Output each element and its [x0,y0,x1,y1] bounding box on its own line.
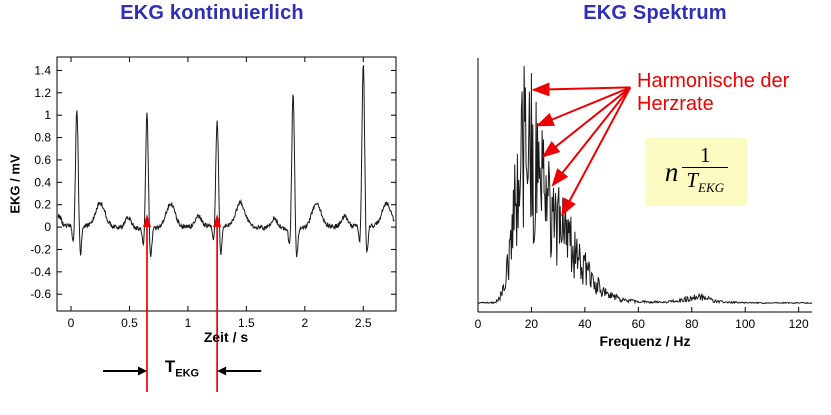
formula-numerator: 1 [700,142,711,167]
formula-den-sub: EKG [698,180,725,196]
svg-text:0.4: 0.4 [34,175,51,189]
harmonic-formula-box: n 1 TEKG [646,138,747,206]
t-ekg-markers [143,214,222,392]
svg-text:0.2: 0.2 [34,198,51,212]
svg-text:80: 80 [685,317,699,331]
t-ekg-main: T [164,357,176,376]
svg-text:0.6: 0.6 [34,153,51,167]
svg-text:2.5: 2.5 [355,316,372,330]
svg-text:1.2: 1.2 [34,86,51,100]
svg-text:0.8: 0.8 [34,131,51,145]
svg-text:120: 120 [789,317,809,331]
svg-text:-0.4: -0.4 [30,265,51,279]
formula-factor: n [664,156,679,187]
svg-text:60: 60 [632,317,646,331]
t-ekg-dimension-arrows [103,366,262,376]
svg-text:0: 0 [475,317,482,331]
right-chart-title: EKG Spektrum [583,2,727,24]
formula-denominator: TEKG [682,166,729,200]
formula-fraction: 1 TEKG [682,142,729,200]
t-ekg-sub: EKG [175,367,200,380]
svg-text:0: 0 [68,316,75,330]
t-ekg-period-label: TEKG [165,357,199,379]
harmonic-arrows [531,82,632,217]
svg-text:-0.2: -0.2 [30,242,51,256]
left-chart-ylabel: EKG / mV [7,154,23,214]
svg-text:40: 40 [578,317,592,331]
svg-text:1.5: 1.5 [238,316,255,330]
svg-text:-0.6: -0.6 [30,287,51,301]
harmonics-annotation: Harmonische der Herzrate [637,70,789,116]
harmonics-line2: Herzrate [637,93,714,115]
svg-text:1.4: 1.4 [34,63,51,77]
harmonics-line1: Harmonische der [637,70,790,92]
svg-text:2: 2 [301,316,308,330]
left-chart-xlabel: Zeit / s [203,329,249,345]
left-chart-title: EKG kontinuierlich [120,2,304,24]
svg-text:1: 1 [185,316,192,330]
svg-text:0.5: 0.5 [121,316,138,330]
spectrum-axes: 0 20 40 60 80 100 120 [475,58,812,331]
formula-den-main: T [686,167,699,192]
ekg-axes: 0 0.5 1 1.5 2 2.5 1.4 1.2 1 0.8 0.6 0.4 0.2 0 -0.2 -0.4… [30,56,397,330]
right-chart-xlabel: Frequenz / Hz [599,333,691,349]
ekg-trace [57,65,395,258]
svg-text:0: 0 [44,220,51,234]
svg-text:20: 20 [525,317,539,331]
svg-text:100: 100 [735,317,755,331]
spectrum-trace [477,65,813,305]
svg-text:1: 1 [44,108,51,122]
